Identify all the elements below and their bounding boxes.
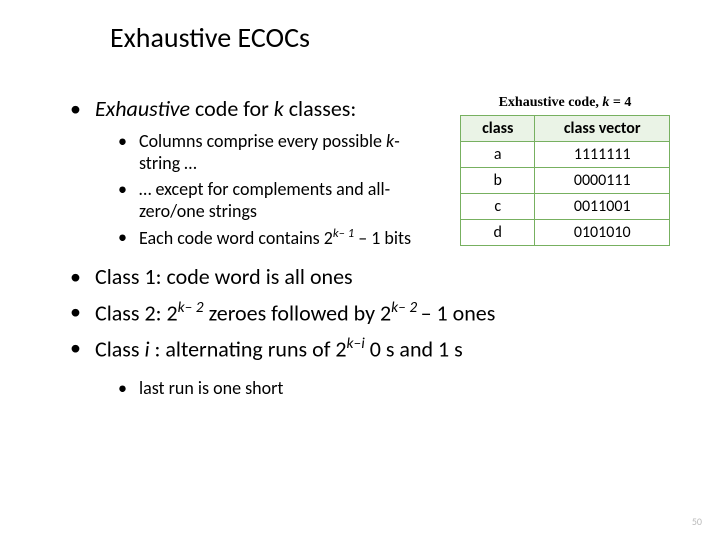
bullet-dot: • — [118, 226, 127, 249]
text: = 4 — [609, 95, 631, 110]
text: zeroes followed by 2 — [204, 299, 392, 326]
text: k– 1 — [333, 226, 354, 241]
text: Each code word contains 2 — [139, 227, 333, 249]
text: Class 2: 2 — [95, 299, 178, 326]
text: 0 s and 1 s — [365, 336, 463, 363]
text: k — [274, 95, 284, 122]
table-header-row: class class vector — [461, 116, 670, 142]
table-cell: 0101010 — [535, 220, 670, 246]
table-header: class vector — [535, 116, 670, 142]
bullet-dot: • — [70, 298, 81, 326]
text: k–i — [347, 334, 365, 353]
text: : alternating runs of 2 — [150, 336, 347, 363]
text: Class 1: code word is all ones — [95, 263, 353, 290]
bullet-dot: • — [70, 334, 81, 362]
table-cell: 0000111 — [535, 168, 670, 194]
table-cell: a — [461, 142, 535, 168]
lower-sub-bullet: • last run is one short — [118, 377, 670, 399]
table-caption: Exhaustive code, k = 4 — [460, 95, 670, 111]
text: k — [386, 130, 394, 152]
sub-bullet-1: • Columns comprise every possible k-stri… — [118, 130, 430, 174]
text: – 1 ones — [421, 299, 496, 326]
sub-bullet-2: • … except for complements and all-zero/… — [118, 178, 430, 222]
text: Exhaustive — [95, 95, 190, 122]
table-cell: 1111111 — [535, 142, 670, 168]
text: Exhaustive code, — [499, 95, 603, 110]
table-header: class — [461, 116, 535, 142]
slide-title: Exhaustive ECOCs — [110, 20, 670, 55]
sub-bullet-3: • Each code word contains 2k– 1 – 1 bits — [118, 226, 430, 249]
text: k– 2 — [178, 298, 204, 317]
table-cell: c — [461, 194, 535, 220]
page-number: 50 — [692, 515, 702, 528]
lower-bullet-1: • Class 1: code word is all ones — [70, 263, 670, 290]
table-row: b 0000111 — [461, 168, 670, 194]
text: Class — [95, 336, 145, 363]
bullet-dot: • — [118, 130, 127, 174]
text: k– 2 — [391, 298, 420, 317]
bullet-dot: • — [70, 95, 81, 122]
lower-bullet-2: • Class 2: 2k– 2 zeroes followed by 2k– … — [70, 298, 670, 326]
lower-bullet-3: • Class i : alternating runs of 2k–i 0 s… — [70, 334, 670, 362]
table-cell: b — [461, 168, 535, 194]
table-cell: 0011001 — [535, 194, 670, 220]
text: Columns comprise every possible — [139, 130, 386, 152]
bullet-main: • Exhaustive code for k classes: — [70, 95, 430, 122]
bullet-dot: • — [118, 377, 127, 399]
text: last run is one short — [139, 377, 283, 399]
table-row: c 0011001 — [461, 194, 670, 220]
bullet-dot: • — [70, 263, 81, 290]
bullet-dot: • — [118, 178, 127, 222]
text: – 1 bits — [354, 227, 411, 249]
code-table: class class vector a 1111111 b 0000111 c… — [460, 115, 670, 246]
table-row: d 0101010 — [461, 220, 670, 246]
table-cell: d — [461, 220, 535, 246]
text: code for — [190, 95, 274, 122]
table-row: a 1111111 — [461, 142, 670, 168]
text: … except for complements and all-zero/on… — [139, 178, 430, 222]
text: classes: — [284, 95, 357, 122]
